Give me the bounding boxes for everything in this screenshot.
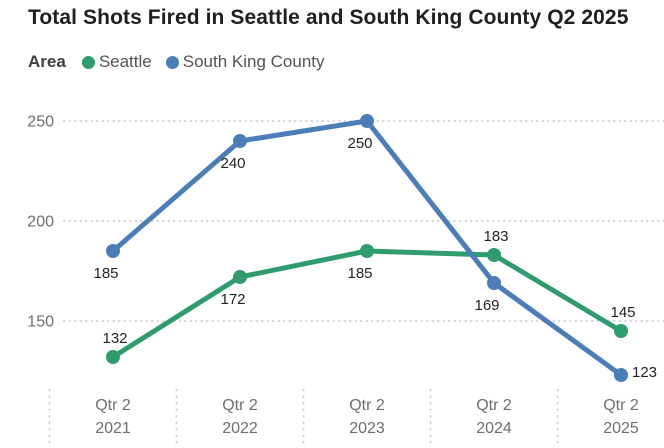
data-point-south-king-county[interactable] bbox=[487, 276, 501, 290]
data-point-south-king-county[interactable] bbox=[233, 134, 247, 148]
x-axis-label: Qtr 2 2021 bbox=[95, 397, 131, 437]
y-axis-tick-label: 250 bbox=[27, 114, 54, 131]
data-point-seattle[interactable] bbox=[487, 248, 501, 262]
legend-item-label: South King County bbox=[182, 52, 325, 71]
chart-title: Total Shots Fired in Seattle and South K… bbox=[28, 6, 629, 29]
data-point-south-king-county[interactable] bbox=[106, 244, 120, 258]
data-label: 183 bbox=[483, 228, 508, 245]
x-axis-label: Qtr 2 2024 bbox=[476, 397, 512, 437]
x-axis-label: Qtr 2 2023 bbox=[349, 397, 385, 437]
data-label: 185 bbox=[93, 265, 118, 282]
data-label: 185 bbox=[347, 265, 372, 282]
line-chart: 250 200 150 Qtr 2 2021 Qtr 2 2022 Qtr 2 2023 Qtr … bbox=[0, 85, 664, 448]
legend-item-south-king-county[interactable]: South King County bbox=[165, 52, 325, 72]
data-point-seattle[interactable] bbox=[614, 324, 628, 338]
south-king-county-legend-dot-icon bbox=[165, 55, 179, 69]
data-label: 132 bbox=[102, 330, 127, 347]
chart-plot-area: 250 200 150 Qtr 2 2021 Qtr 2 2022 Qtr 2 2023 Qtr … bbox=[27, 114, 664, 448]
x-axis-label: Qtr 2 2022 bbox=[222, 397, 258, 437]
data-point-seattle[interactable] bbox=[233, 270, 247, 284]
data-label: 123 bbox=[632, 364, 657, 381]
legend-item-label: Seattle bbox=[98, 52, 152, 71]
chart-legend: Area Seattle South King County bbox=[28, 52, 325, 72]
y-axis-tick-label: 150 bbox=[27, 314, 54, 331]
seattle-legend-dot-icon bbox=[81, 55, 95, 69]
data-point-south-king-county[interactable] bbox=[614, 368, 628, 382]
data-label: 169 bbox=[474, 297, 499, 314]
x-axis-label: Qtr 2 2025 bbox=[603, 397, 639, 437]
data-point-seattle[interactable] bbox=[360, 244, 374, 258]
data-label: 172 bbox=[220, 291, 245, 308]
y-axis-tick-label: 200 bbox=[27, 214, 54, 231]
data-label: 145 bbox=[610, 304, 635, 321]
data-label: 240 bbox=[220, 155, 245, 172]
data-point-seattle[interactable] bbox=[106, 350, 120, 364]
legend-title: Area bbox=[28, 52, 66, 71]
data-point-south-king-county[interactable] bbox=[360, 114, 374, 128]
data-label: 250 bbox=[347, 135, 372, 152]
legend-item-seattle[interactable]: Seattle bbox=[81, 52, 152, 72]
